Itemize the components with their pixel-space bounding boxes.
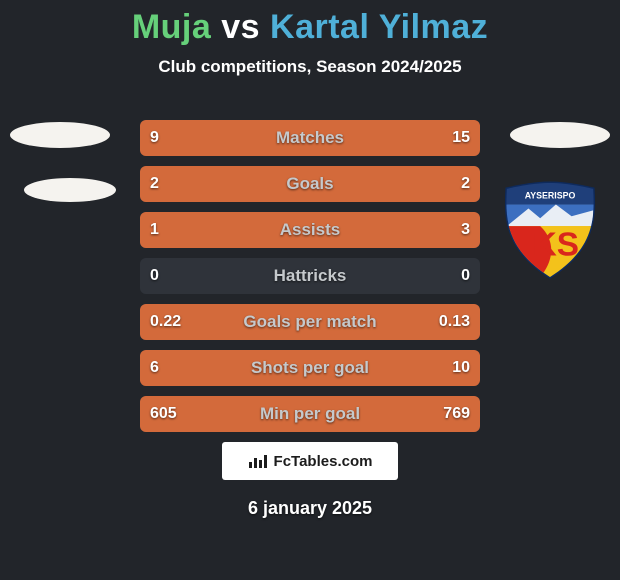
svg-text:KS: KS: [533, 226, 579, 263]
svg-text:AYSERISPO: AYSERISPO: [525, 191, 576, 201]
vs-text: vs: [221, 8, 260, 46]
stat-row: Goals per match0.22 0.13: [140, 304, 480, 340]
ellipse-icon: [510, 122, 610, 148]
stat-value-right: 15: [452, 120, 470, 156]
brand-text: FcTables.com: [274, 453, 373, 470]
stat-value-right: 10: [452, 350, 470, 386]
stat-value-left: 2: [150, 166, 159, 202]
stat-value-left: 6: [150, 350, 159, 386]
team-logo-left-1: [10, 105, 110, 165]
stat-label: Hattricks: [140, 258, 480, 294]
stat-row: Shots per goal6 10: [140, 350, 480, 386]
stat-label: Goals per match: [140, 304, 480, 340]
fctables-brand: FcTables.com: [222, 442, 398, 480]
bar-chart-icon: [248, 453, 268, 469]
date-text: 6 january 2025: [0, 498, 620, 519]
team-logo-right-2: AYSERISPO KS: [500, 180, 600, 280]
stat-row: Min per goal605 769: [140, 396, 480, 432]
stat-value-left: 1: [150, 212, 159, 248]
stat-label: Matches: [140, 120, 480, 156]
stat-row: Matches9 15: [140, 120, 480, 156]
stat-row: Hattricks0 0: [140, 258, 480, 294]
ellipse-icon: [10, 122, 110, 148]
stat-label: Assists: [140, 212, 480, 248]
stat-row: Goals2 2: [140, 166, 480, 202]
subtitle: Club competitions, Season 2024/2025: [0, 57, 620, 77]
stat-value-right: 769: [443, 396, 470, 432]
stat-value-right: 0: [461, 258, 470, 294]
player1-name: Muja: [132, 8, 211, 46]
stat-row: Assists1 3: [140, 212, 480, 248]
stat-label: Min per goal: [140, 396, 480, 432]
stat-value-right: 2: [461, 166, 470, 202]
stats-panel: Matches9 15 Goals2 2 Assists1 3 Hattricks0 0 Goa…: [140, 120, 480, 442]
stat-value-right: 3: [461, 212, 470, 248]
ellipse-icon: [24, 178, 116, 202]
stat-label: Shots per goal: [140, 350, 480, 386]
stat-value-left: 9: [150, 120, 159, 156]
stat-value-left: 0: [150, 258, 159, 294]
stat-label: Goals: [140, 166, 480, 202]
kayserispor-shield-icon: AYSERISPO KS: [501, 181, 599, 279]
page-title: Muja vs Kartal Yilmaz: [0, 0, 620, 47]
team-logo-right-1: [510, 105, 610, 165]
player2-name: Kartal Yilmaz: [270, 8, 488, 46]
stat-value-left: 0.22: [150, 304, 181, 340]
stat-value-right: 0.13: [439, 304, 470, 340]
stat-value-left: 605: [150, 396, 177, 432]
team-logo-left-2: [22, 162, 117, 217]
